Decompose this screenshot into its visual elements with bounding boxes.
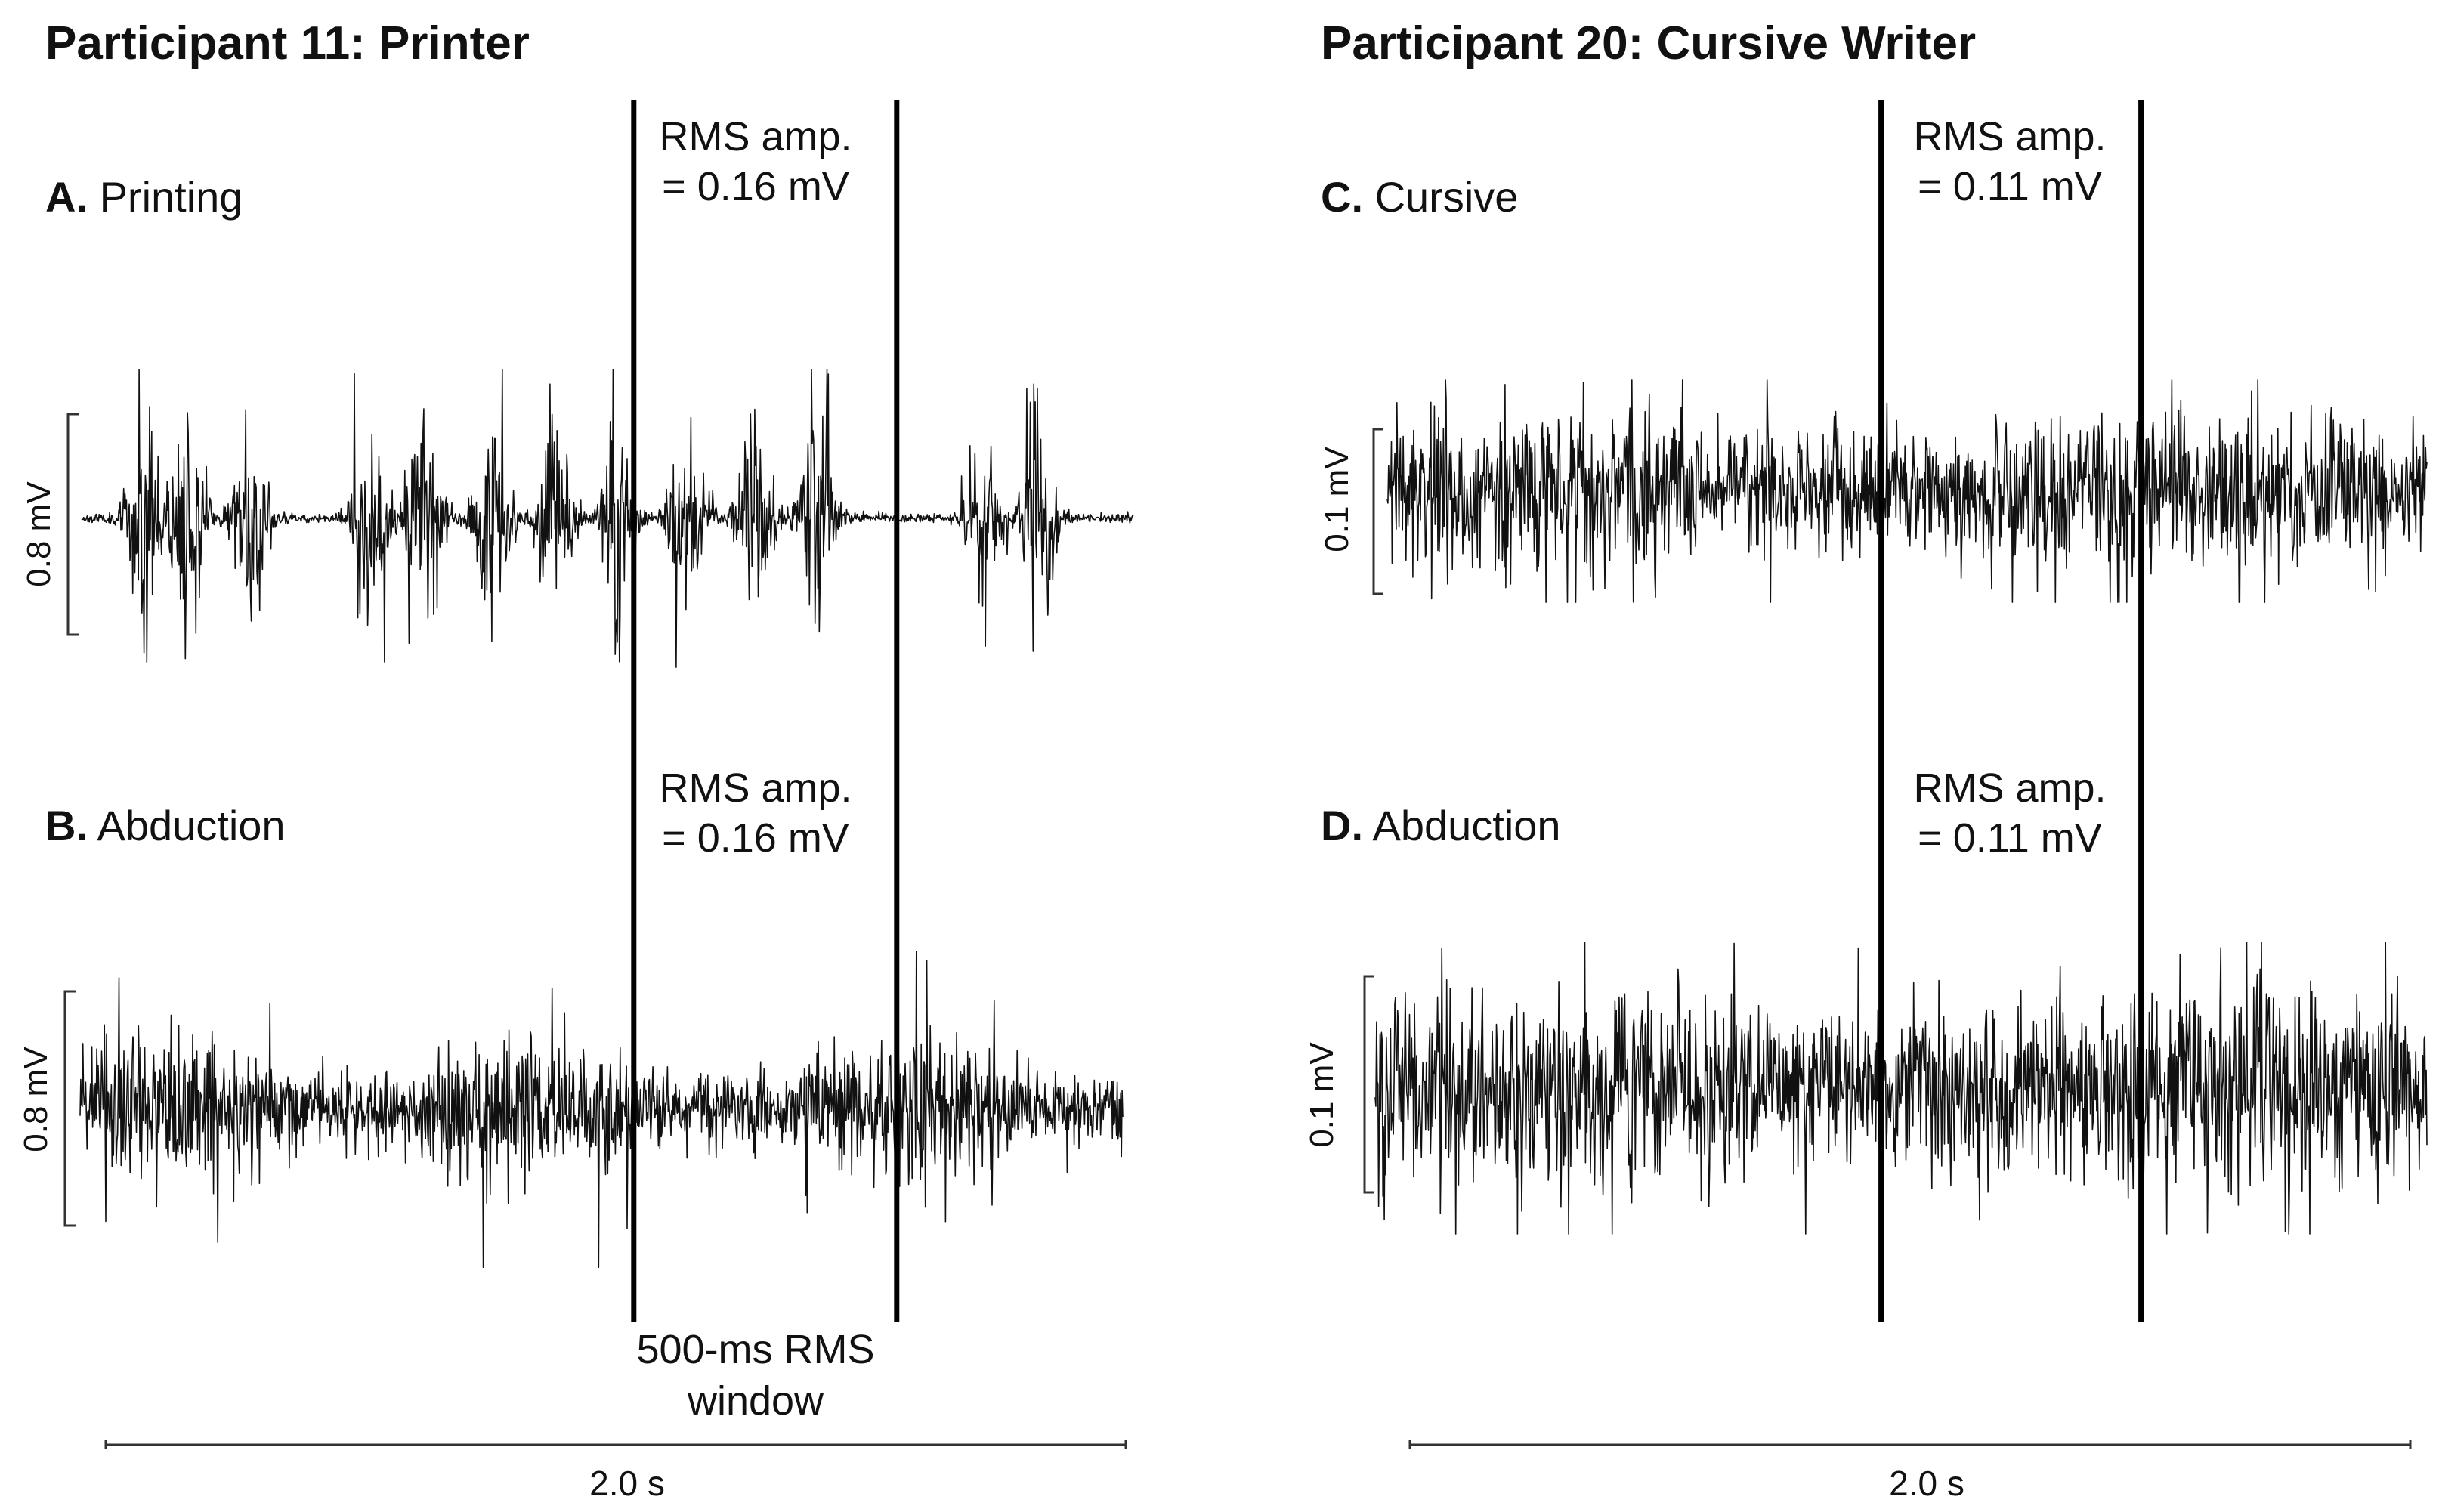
rms-b-line2: = 0.16 mV [662,815,849,861]
rms-window-label-line1: 500-ms RMS [636,1327,875,1372]
rms-c-line2: = 0.11 mV [1918,164,2102,209]
rms-b-line1: RMS amp. [659,765,852,811]
emg-trace-a [81,369,1134,668]
time-bar-right [1408,1440,2412,1449]
panel-d-letter: D [1321,802,1352,849]
panel-b-title: Abduction [97,802,286,849]
rms-annotation-a: RMS amp. = 0.16 mV [642,112,869,212]
participant-20-title: Participant 20: Cursive Writer [1321,17,1977,70]
panel-c-title: Cursive [1374,173,1519,221]
scale-bar-d [1363,975,1374,1194]
rms-annotation-d: RMS amp. = 0.11 mV [1896,763,2123,863]
panel-c-letter: C [1321,173,1352,221]
scale-bar-a [66,413,79,636]
rms-annotation-c: RMS amp. = 0.11 mV [1896,112,2123,212]
participant-11-title: Participant 11: Printer [45,17,530,70]
time-label-left: 2.0 s [589,1464,665,1503]
rms-d-line2: = 0.11 mV [1918,815,2102,861]
rms-annotation-b: RMS amp. = 0.16 mV [642,763,869,863]
time-label-right: 2.0 s [1889,1464,1964,1503]
panel-a-label: A. Printing [45,173,243,221]
panel-c-label: C. Cursive [1321,173,1519,221]
panel-a-title: Printing [99,173,243,221]
panel-d-label: D. Abduction [1321,802,1561,849]
rms-a-line1: RMS amp. [659,114,852,159]
scale-bar-b [63,990,76,1227]
rms-d-line1: RMS amp. [1913,765,2107,811]
emg-trace-d [1374,942,2428,1235]
rms-window-label: 500-ms RMS window [604,1324,907,1427]
rms-c-line1: RMS amp. [1913,114,2107,159]
time-bar-left [104,1440,1127,1449]
emg-trace-b [79,951,1124,1269]
panel-d-title: Abduction [1372,802,1561,849]
panel-b-label: B. Abduction [45,802,286,849]
emg-trace-c [1386,379,2428,603]
panel-b-letter: B [45,802,76,849]
rms-window-label-line2: window [687,1378,824,1424]
scale-bar-c [1372,428,1383,595]
panel-a-letter: A [45,173,76,221]
rms-a-line2: = 0.16 mV [662,164,849,209]
